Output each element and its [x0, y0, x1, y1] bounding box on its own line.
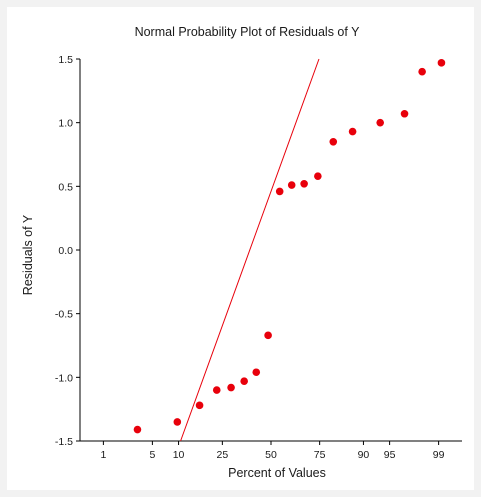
chart-svg: Normal Probability Plot of Residuals of … — [21, 25, 462, 480]
data-point — [376, 118, 384, 127]
data-point — [275, 187, 284, 196]
x-tick-label: 25 — [217, 449, 229, 461]
y-ticks: 1.5 1.0 0.5 0.0 -0.5 -1.0 -1.5 — [55, 54, 80, 448]
data-point — [264, 331, 272, 340]
x-tick-label: 5 — [149, 449, 155, 461]
chart-title: Normal Probability Plot of Residuals of … — [135, 25, 361, 39]
y-tick-label: -1.5 — [55, 436, 73, 448]
y-axis-label: Residuals of Y — [21, 214, 35, 295]
reference-line — [180, 58, 320, 442]
plot-area: 1 5 10 25 50 75 90 95 99 1.5 1.0 0.5 0.0 -0.5 -1.0 -1.… — [55, 54, 462, 461]
data-point — [314, 172, 322, 180]
x-tick-label: 10 — [173, 449, 185, 461]
y-tick-label: 1.5 — [58, 54, 73, 66]
x-tick-label: 75 — [314, 449, 326, 461]
data-point — [287, 181, 296, 189]
x-tick-label: 50 — [265, 449, 277, 461]
x-tick-label: 99 — [433, 449, 445, 461]
data-point — [240, 377, 248, 385]
data-points — [133, 59, 446, 434]
data-point — [329, 137, 338, 146]
x-tick-label: 95 — [384, 449, 396, 461]
data-point — [212, 386, 221, 394]
data-point — [195, 401, 204, 410]
x-axis-label: Percent of Values — [228, 466, 326, 480]
reference-line-group — [180, 58, 320, 442]
data-point — [133, 425, 142, 434]
y-tick-label: -1.0 — [55, 372, 73, 384]
data-point — [400, 109, 409, 118]
y-tick-label: 0.0 — [58, 245, 73, 257]
data-point — [348, 127, 357, 136]
data-point — [252, 368, 261, 377]
x-ticks: 1 5 10 25 50 75 90 95 99 — [100, 441, 445, 461]
data-point — [418, 67, 426, 76]
data-point — [173, 418, 182, 426]
y-tick-label: 0.5 — [58, 181, 73, 193]
x-tick-label: 1 — [100, 449, 106, 461]
data-point — [437, 59, 446, 67]
data-point — [227, 383, 235, 392]
x-tick-label: 90 — [358, 449, 370, 461]
y-tick-label: 1.0 — [58, 118, 73, 130]
y-tick-label: -0.5 — [55, 309, 73, 321]
data-point — [300, 179, 308, 188]
chart-frame: Normal Probability Plot of Residuals of … — [7, 7, 474, 490]
